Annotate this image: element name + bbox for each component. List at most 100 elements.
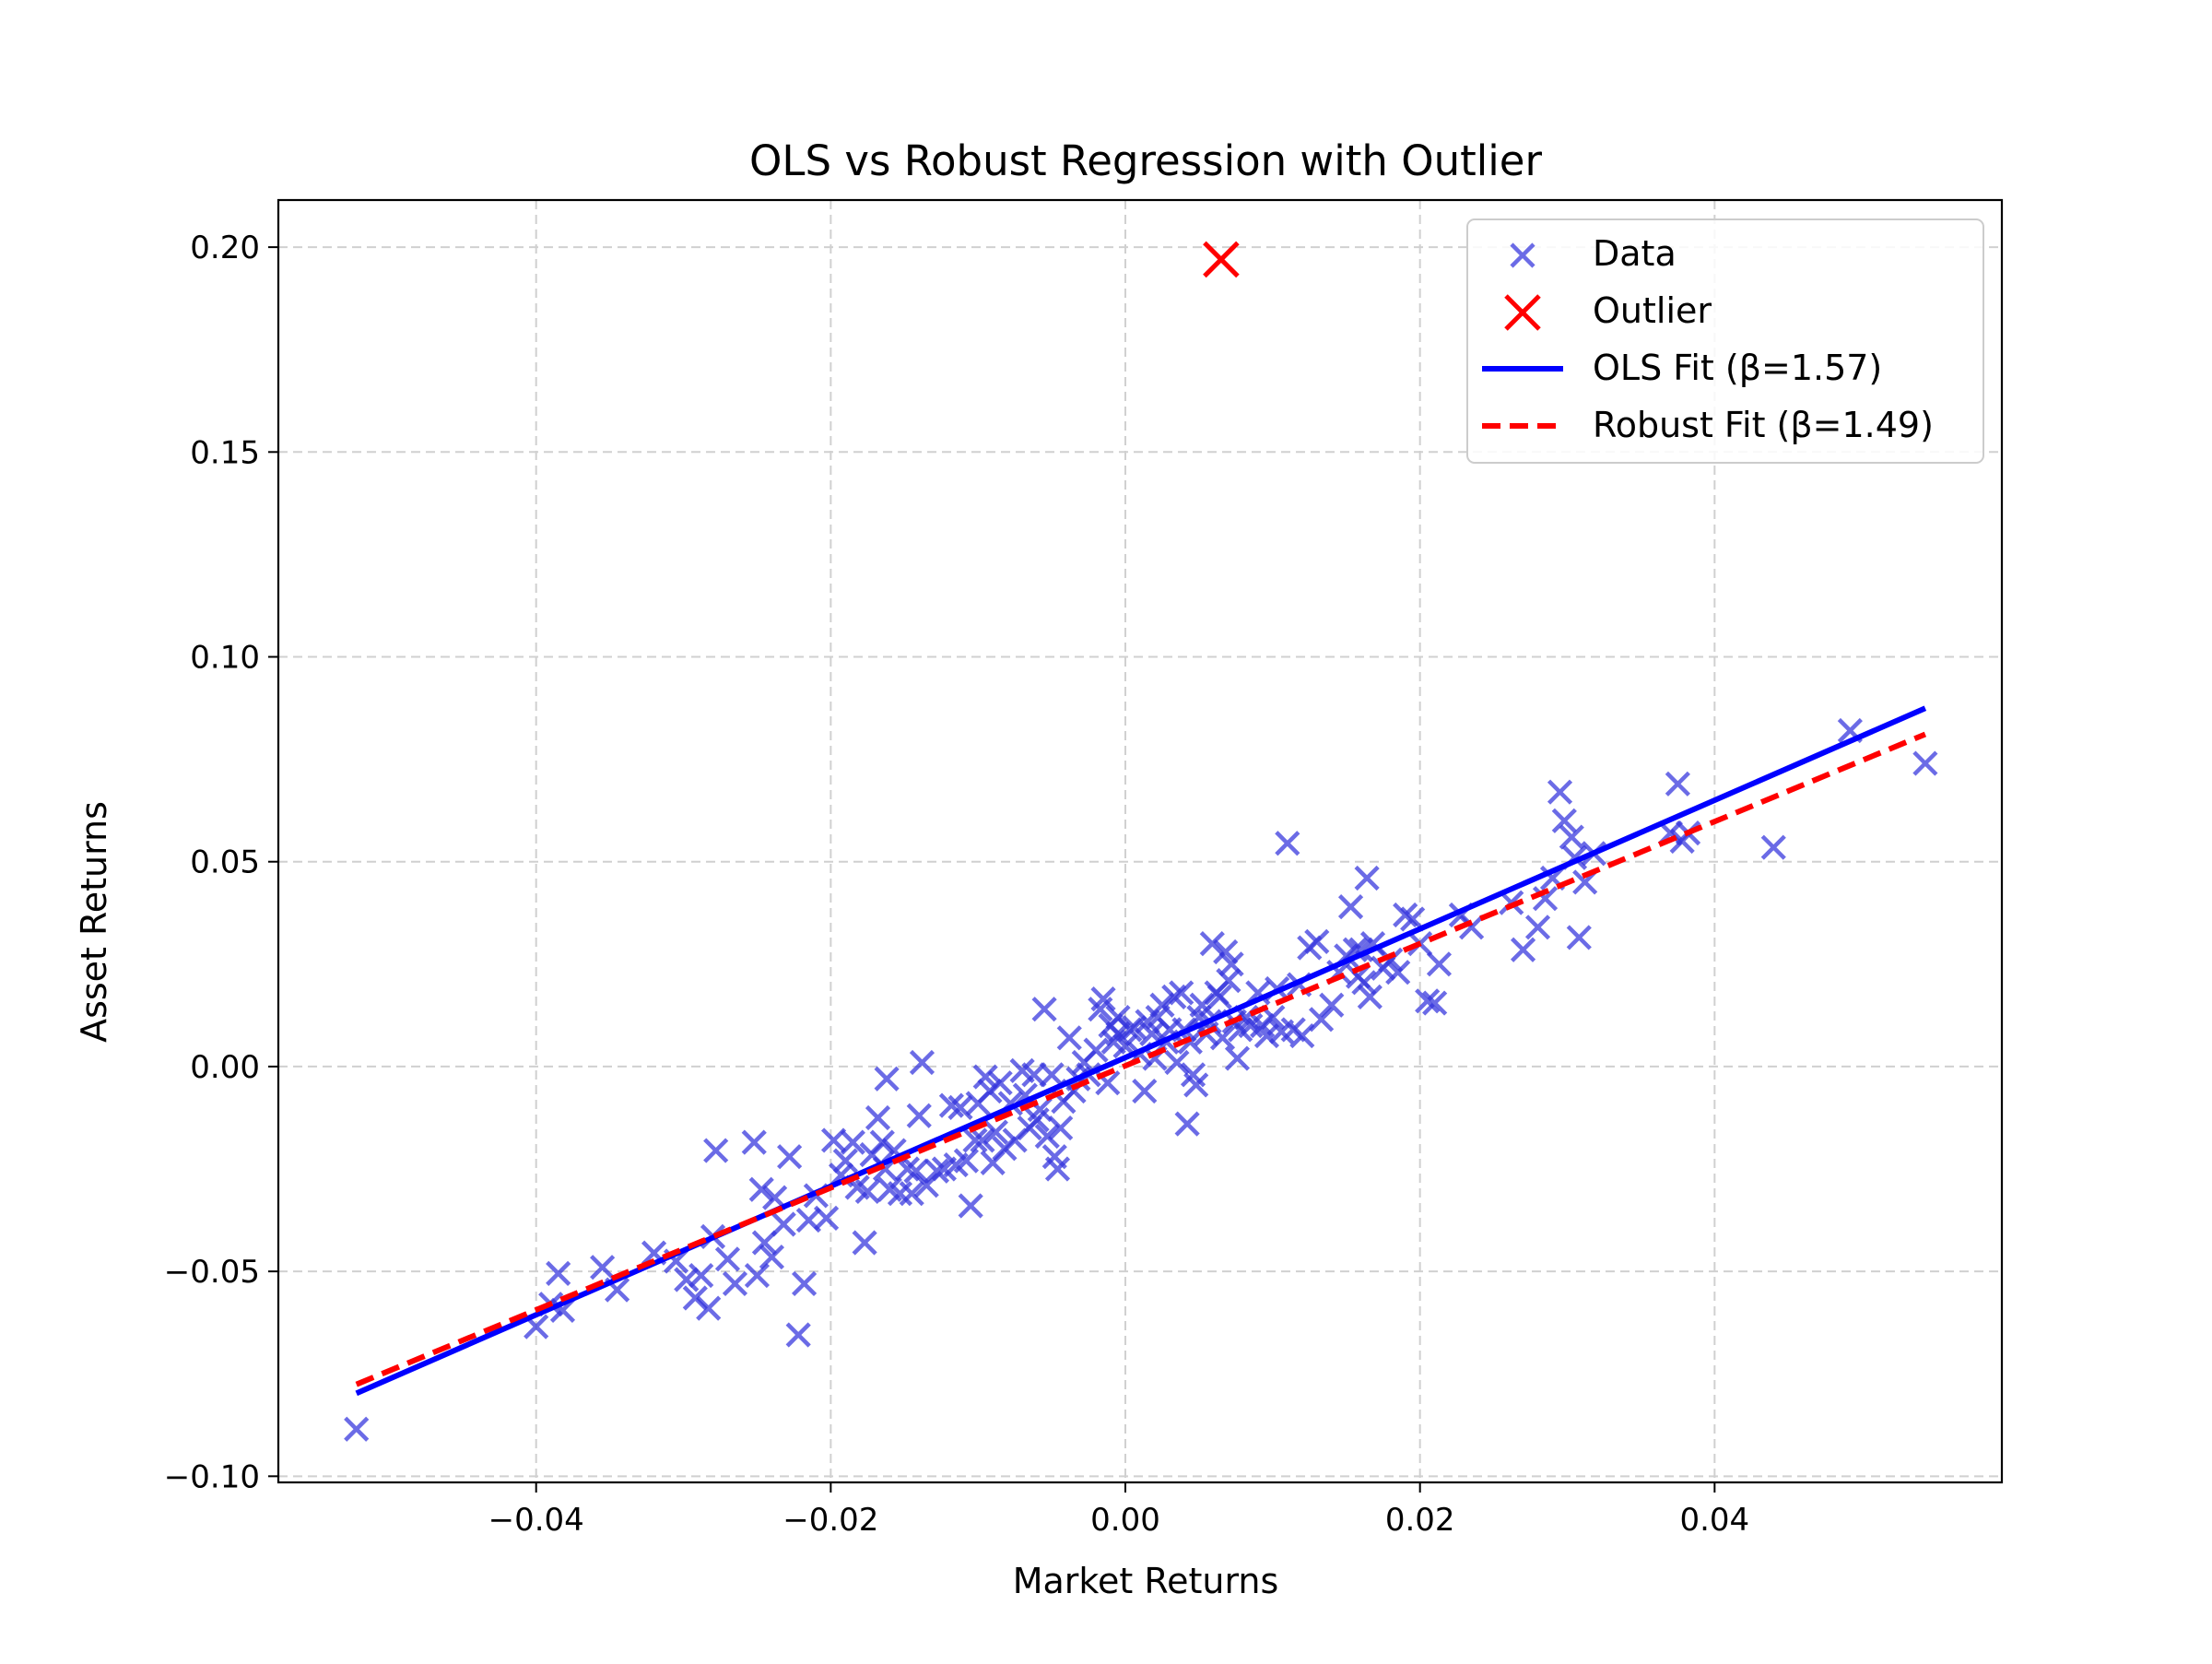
marker-stroke bbox=[1090, 986, 1116, 1012]
marker-stroke bbox=[1760, 834, 1786, 860]
marker-stroke bbox=[1034, 1123, 1060, 1150]
data-point bbox=[1524, 915, 1551, 940]
marker-stroke bbox=[1275, 831, 1300, 856]
legend-robust-label: Robust Fit (β=1.49) bbox=[1593, 405, 1934, 445]
marker-stroke bbox=[1164, 1049, 1190, 1076]
marker-stroke bbox=[970, 1127, 995, 1153]
data-point bbox=[987, 1070, 1013, 1096]
data-point bbox=[1164, 1049, 1190, 1076]
fit-line-layer bbox=[355, 705, 1927, 1397]
data-point bbox=[1090, 986, 1116, 1012]
marker-stroke bbox=[1400, 906, 1426, 932]
data-point bbox=[943, 1151, 969, 1178]
marker-stroke bbox=[1027, 1096, 1053, 1123]
marker-stroke bbox=[874, 1066, 900, 1092]
legend-entry-data: Data bbox=[1510, 233, 1677, 274]
marker-stroke bbox=[1342, 937, 1368, 962]
marker-stroke bbox=[1422, 990, 1448, 1016]
marker-stroke bbox=[605, 1277, 630, 1303]
data-point bbox=[1551, 808, 1577, 833]
marker-stroke bbox=[881, 1138, 907, 1163]
data-point bbox=[903, 1158, 929, 1184]
marker-stroke bbox=[688, 1262, 714, 1289]
marker-stroke bbox=[1499, 890, 1524, 915]
data-point bbox=[909, 1049, 935, 1076]
data-point bbox=[1459, 915, 1485, 940]
marker-stroke bbox=[1209, 1025, 1236, 1051]
data-point bbox=[751, 1230, 778, 1256]
marker-stroke bbox=[1132, 1078, 1158, 1104]
marker-stroke bbox=[1213, 938, 1239, 965]
marker-stroke bbox=[1044, 1156, 1071, 1182]
marker-stroke bbox=[641, 1240, 667, 1266]
marker-stroke bbox=[1041, 1144, 1067, 1170]
legend-outlier-marker bbox=[1504, 294, 1541, 331]
x-tick-label: 0.04 bbox=[1679, 1502, 1749, 1539]
data-point bbox=[703, 1138, 729, 1163]
marker-stroke bbox=[1122, 1015, 1147, 1041]
marker-stroke bbox=[1837, 717, 1863, 744]
data-point bbox=[1224, 1045, 1251, 1071]
marker-stroke bbox=[924, 1158, 950, 1184]
data-point bbox=[1304, 928, 1330, 954]
data-point bbox=[982, 1119, 1008, 1145]
marker-stroke bbox=[1459, 915, 1485, 940]
robust-fit-line bbox=[355, 731, 1927, 1387]
marker-stroke bbox=[1199, 931, 1225, 957]
data-point bbox=[1048, 1115, 1074, 1141]
ols-fit-line bbox=[355, 705, 1927, 1397]
marker-stroke bbox=[1912, 750, 1938, 776]
marker-stroke bbox=[741, 1129, 767, 1155]
marker-stroke bbox=[987, 1070, 1013, 1096]
marker-stroke bbox=[1357, 984, 1382, 1009]
marker-stroke bbox=[785, 1322, 811, 1348]
marker-stroke bbox=[1378, 947, 1404, 973]
marker-stroke bbox=[962, 1127, 988, 1153]
marker-stroke bbox=[674, 1267, 700, 1292]
marker-stroke bbox=[1039, 1062, 1065, 1088]
legend-data-x bbox=[1510, 242, 1535, 268]
data-point bbox=[714, 1246, 741, 1272]
data-point bbox=[1183, 1072, 1209, 1098]
marker-stroke bbox=[947, 1094, 973, 1120]
marker-stroke bbox=[771, 1211, 796, 1237]
marker-stroke bbox=[1319, 992, 1345, 1018]
marker-stroke bbox=[696, 1295, 722, 1321]
marker-stroke bbox=[524, 1314, 549, 1339]
marker-stroke bbox=[832, 1148, 858, 1174]
marker-stroke bbox=[1304, 928, 1330, 954]
data-point bbox=[1415, 988, 1441, 1014]
marker-stroke bbox=[344, 1416, 370, 1442]
marker-stroke bbox=[1083, 1037, 1109, 1063]
marker-stroke bbox=[1095, 1070, 1121, 1096]
data-point bbox=[1132, 1078, 1158, 1104]
data-point bbox=[840, 1129, 865, 1155]
marker-stroke bbox=[1524, 915, 1551, 940]
legend-entry-ols: OLS Fit (β=1.57) bbox=[1482, 348, 1882, 388]
marker-stroke bbox=[1216, 968, 1241, 994]
y-tick-label: −0.10 bbox=[164, 1458, 260, 1495]
marker-stroke bbox=[1415, 988, 1441, 1014]
marker-stroke bbox=[844, 1174, 870, 1200]
marker-stroke bbox=[1218, 951, 1244, 977]
marker-stroke bbox=[1351, 970, 1377, 996]
data-point bbox=[962, 1127, 988, 1153]
marker-stroke bbox=[1180, 1062, 1206, 1088]
data-point bbox=[865, 1104, 891, 1131]
data-point bbox=[972, 1064, 998, 1090]
marker-stroke bbox=[913, 1173, 939, 1198]
data-point bbox=[1351, 970, 1377, 996]
marker-stroke bbox=[1139, 1021, 1165, 1046]
y-tick-label: 0.20 bbox=[190, 230, 260, 266]
outlier-point bbox=[1203, 241, 1240, 278]
marker-stroke bbox=[1532, 886, 1559, 912]
marker-stroke bbox=[682, 1285, 708, 1311]
legend-data-marker bbox=[1510, 242, 1535, 268]
data-point bbox=[674, 1267, 700, 1292]
data-point bbox=[1532, 886, 1559, 912]
x-tick-label: 0.00 bbox=[1090, 1502, 1160, 1539]
data-point bbox=[1253, 1023, 1280, 1049]
marker-stroke bbox=[909, 1049, 935, 1076]
marker-stroke bbox=[1504, 294, 1541, 331]
